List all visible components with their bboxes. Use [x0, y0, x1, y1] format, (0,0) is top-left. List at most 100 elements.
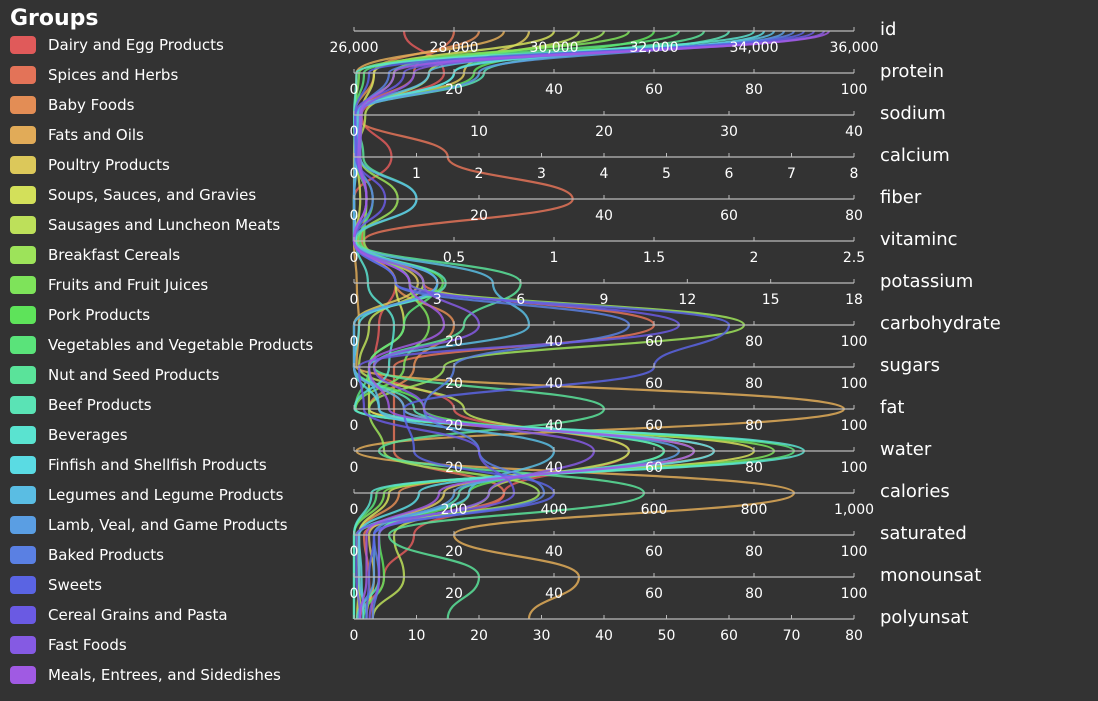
legend-item[interactable]: Fast Foods: [10, 634, 127, 656]
legend-item[interactable]: Finfish and Shellfish Products: [10, 454, 267, 476]
legend-swatch: [10, 546, 36, 564]
legend-label: Cereal Grains and Pasta: [48, 606, 228, 624]
legend-label: Sweets: [48, 576, 102, 594]
tick-label: 40: [545, 334, 563, 350]
tick-label: 12: [678, 292, 696, 308]
tick-label: 20: [445, 544, 463, 560]
axis-label[interactable]: polyunsat: [880, 607, 968, 628]
legend-item[interactable]: Cereal Grains and Pasta: [10, 604, 228, 626]
tick-label: 100: [841, 376, 868, 392]
axis-label[interactable]: calcium: [880, 145, 950, 166]
axis-label[interactable]: water: [880, 439, 932, 460]
tick-label: 15: [762, 292, 780, 308]
tick-label: 80: [845, 208, 863, 224]
legend-item[interactable]: Meals, Entrees, and Sidedishes: [10, 664, 281, 686]
tick-label: 40: [545, 376, 563, 392]
legend-item[interactable]: Sweets: [10, 574, 102, 596]
legend-label: Nut and Seed Products: [48, 366, 220, 384]
legend-item[interactable]: Legumes and Legume Products: [10, 484, 284, 506]
axis-label[interactable]: carbohydrate: [880, 313, 1001, 334]
legend-item[interactable]: Breakfast Cereals: [10, 244, 180, 266]
series-line[interactable]: [352, 29, 816, 620]
tick-label: 40: [545, 544, 563, 560]
tick-label: 40: [545, 82, 563, 98]
tick-label: 34,000: [730, 40, 779, 56]
tick-label: 30,000: [530, 40, 579, 56]
tick-label: 0: [350, 82, 359, 98]
axis-label[interactable]: monounsat: [880, 565, 981, 586]
axis-label[interactable]: id: [880, 19, 896, 40]
legend-item[interactable]: Fruits and Fruit Juices: [10, 274, 208, 296]
tick-label: 32,000: [630, 40, 679, 56]
tick-label: 60: [645, 586, 663, 602]
tick-label: 80: [745, 334, 763, 350]
legend-item[interactable]: Vegetables and Vegetable Products: [10, 334, 313, 356]
axis-calories: calories 0 200 400 600 800 1,000: [350, 481, 950, 518]
axis-carbohydrate: carbohydrate 0 20 40 60 80 100: [350, 313, 1001, 350]
legend-label: Dairy and Egg Products: [48, 36, 224, 54]
tick-label: 40: [595, 628, 613, 644]
legend-item[interactable]: Sausages and Luncheon Meats: [10, 214, 280, 236]
legend-swatch: [10, 666, 36, 684]
tick-label: 0: [350, 292, 359, 308]
legend-label: Lamb, Veal, and Game Products: [48, 516, 288, 534]
legend-swatch: [10, 246, 36, 264]
legend-item[interactable]: Lamb, Veal, and Game Products: [10, 514, 288, 536]
legend-swatch: [10, 66, 36, 84]
tick-label: 40: [545, 586, 563, 602]
legend-label: Fruits and Fruit Juices: [48, 276, 209, 294]
tick-label: 60: [645, 82, 663, 98]
series-line[interactable]: [352, 29, 831, 620]
axis-sugars: sugars 0 20 40 60 80 100: [350, 355, 940, 392]
legend-label: Fast Foods: [48, 636, 127, 654]
legend-item[interactable]: Baby Foods: [10, 94, 134, 116]
tick-label: 200: [441, 502, 468, 518]
tick-label: 1: [412, 166, 421, 182]
axis-label[interactable]: protein: [880, 61, 944, 82]
tick-label: 0: [350, 502, 359, 518]
tick-label: 60: [720, 208, 738, 224]
legend-item[interactable]: Spices and Herbs: [10, 64, 178, 86]
legend-item[interactable]: Fats and Oils: [10, 124, 144, 146]
tick-label: 60: [645, 544, 663, 560]
legend-item[interactable]: Baked Products: [10, 544, 164, 566]
axis-label[interactable]: fat: [880, 397, 904, 418]
legend-swatch: [10, 606, 36, 624]
legend-swatch: [10, 96, 36, 114]
tick-label: 6: [725, 166, 734, 182]
axis-label[interactable]: sodium: [880, 103, 946, 124]
axis-monounsat: monounsat 0 20 40 60 80 100: [350, 565, 982, 602]
tick-label: 60: [645, 418, 663, 434]
legend-label: Poultry Products: [48, 156, 170, 174]
legend-item[interactable]: Nut and Seed Products: [10, 364, 219, 386]
legend-swatch: [10, 396, 36, 414]
axis-label[interactable]: fiber: [880, 187, 922, 208]
tick-label: 40: [845, 124, 863, 140]
legend-item[interactable]: Soups, Sauces, and Gravies: [10, 184, 256, 206]
axis-label[interactable]: saturated: [880, 523, 967, 544]
legend-swatch: [10, 306, 36, 324]
legend-label: Baby Foods: [48, 96, 135, 114]
legend-label: Finfish and Shellfish Products: [48, 456, 267, 474]
legend-item[interactable]: Beef Products: [10, 394, 152, 416]
series-line[interactable]: [352, 29, 826, 620]
tick-label: 1: [550, 250, 559, 266]
axis-label[interactable]: sugars: [880, 355, 940, 376]
tick-label: 5: [662, 166, 671, 182]
tick-label: 3: [433, 292, 442, 308]
axis-label[interactable]: calories: [880, 481, 950, 502]
tick-label: 0: [350, 376, 359, 392]
tick-label: 20: [445, 586, 463, 602]
axis-label[interactable]: vitaminc: [880, 229, 958, 250]
legend-item[interactable]: Pork Products: [10, 304, 150, 326]
legend-item[interactable]: Beverages: [10, 424, 128, 446]
legend-item[interactable]: Dairy and Egg Products: [10, 34, 224, 56]
series-line[interactable]: [354, 30, 656, 620]
legend-swatch: [10, 486, 36, 504]
tick-label: 100: [841, 586, 868, 602]
axis-label[interactable]: potassium: [880, 271, 973, 292]
tick-label: 30: [533, 628, 551, 644]
tick-label: 70: [783, 628, 801, 644]
legend-item[interactable]: Poultry Products: [10, 154, 170, 176]
legend-label: Meals, Entrees, and Sidedishes: [48, 666, 281, 684]
